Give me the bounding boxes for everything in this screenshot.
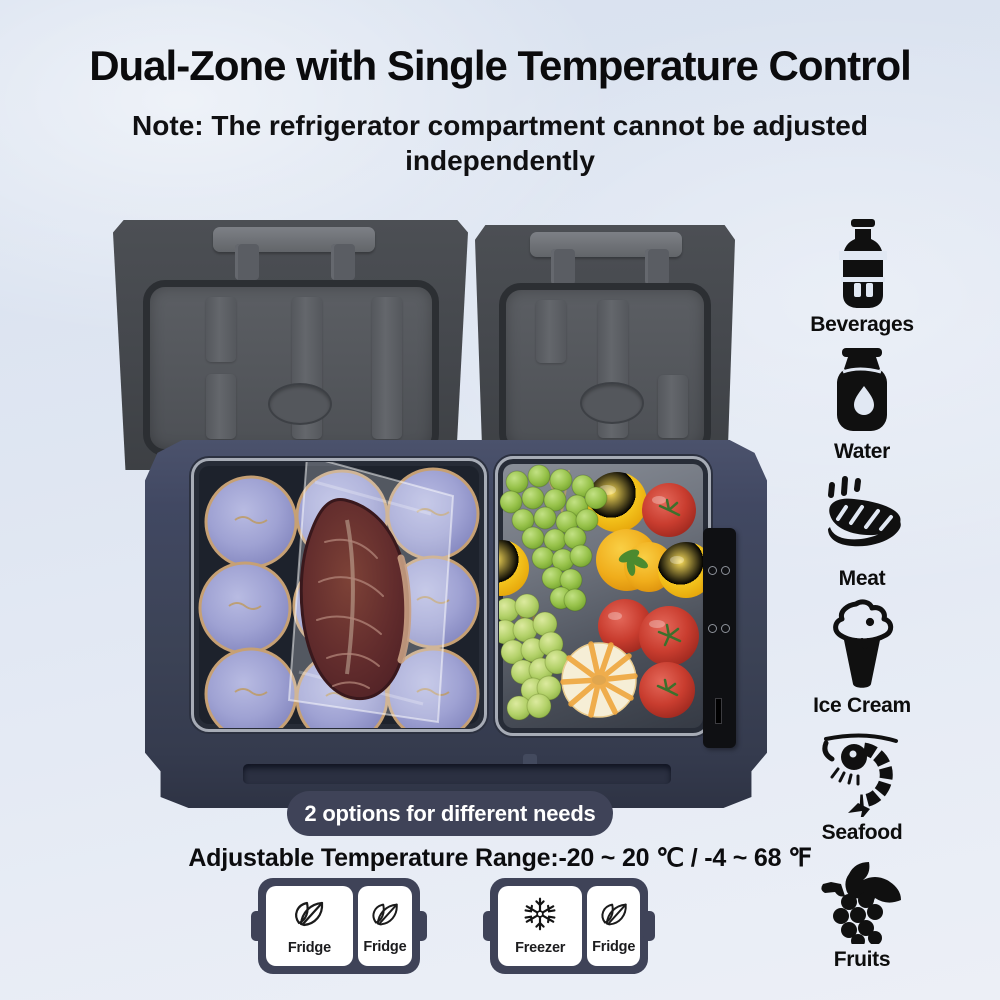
category-meat: Meat (778, 464, 946, 591)
panel-slot (715, 698, 722, 724)
category-label: Meat (838, 567, 886, 590)
note-text: Note: The refrigerator compartment canno… (132, 110, 868, 176)
temperature-control-panel (703, 528, 736, 748)
meat-steak-icon (818, 471, 906, 563)
category-label: Seafood (821, 821, 903, 844)
water-jug-icon (829, 346, 895, 436)
category-label: Fruits (833, 948, 891, 971)
zone-card: Fridge (266, 886, 353, 966)
snowflake-icon (521, 896, 559, 937)
category-label: Ice Cream (813, 694, 911, 717)
ice-cream-cone-icon (830, 598, 894, 690)
page-title: Dual-Zone with Single Temperature Contro… (89, 42, 912, 89)
category-water: Water (778, 337, 946, 464)
category-ice-cream: Ice Cream (778, 591, 946, 718)
settings-button-icon (721, 566, 730, 575)
option-group-freezer-fridge: Freezer Fridge (483, 878, 655, 974)
zone-card: Fridge (587, 886, 640, 966)
power-button-icon (721, 624, 730, 633)
temperature-range-text: Adjustable Temperature Range:-20 ~ 20 ℃ … (188, 844, 812, 872)
body-groove-detail (243, 764, 671, 784)
leaf-icon (596, 898, 632, 936)
right-lid (475, 225, 735, 470)
zone-card: Fridge (357, 886, 412, 966)
category-fruits: Fruits (778, 845, 946, 972)
category-seafood: Seafood (778, 718, 946, 845)
beverage-bottle-icon (831, 217, 893, 309)
zone-label: Freezer (515, 940, 566, 956)
category-beverages: Beverages (778, 210, 946, 337)
leaf-icon (289, 896, 329, 937)
category-label: Water (833, 440, 891, 463)
lid-oval-detail (580, 382, 644, 424)
fruit-compartment-photo (499, 464, 707, 721)
option-group-fridge-fridge: Fridge Fridge (251, 878, 427, 974)
zone-card: Freezer (498, 886, 583, 966)
cooler-body (145, 440, 767, 808)
lid-oval-detail (268, 383, 332, 425)
zone-label: Fridge (363, 938, 407, 955)
plus-button-icon (708, 624, 717, 633)
food-category-list: Beverages Water (778, 210, 946, 972)
right-lid-inner-panel (499, 283, 711, 455)
dual-zone-cooler-image (105, 212, 777, 812)
zone-label: Fridge (287, 940, 331, 956)
zone-label: Fridge (592, 938, 636, 955)
category-label: Beverages (810, 313, 914, 336)
left-lid-inner-panel (143, 280, 439, 456)
leaf-icon (367, 898, 403, 936)
meat-and-cups-photo (198, 462, 480, 728)
options-badge: 2 options for different needs (287, 791, 613, 836)
left-lid (113, 220, 468, 470)
shrimp-icon (820, 727, 904, 817)
minus-button-icon (708, 566, 717, 575)
grapes-icon (819, 860, 905, 944)
